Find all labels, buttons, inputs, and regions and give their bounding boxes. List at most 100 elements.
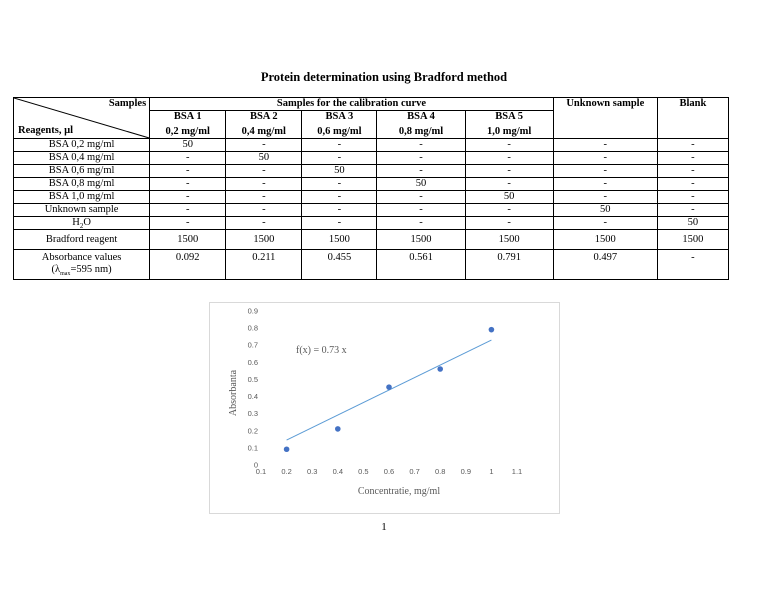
table-cell: - (301, 216, 378, 230)
table-cell: - (376, 151, 466, 165)
y-tick-label: 0.1 (248, 443, 258, 452)
x-tick-label: 0.4 (333, 467, 343, 476)
table-cell: - (464, 177, 554, 191)
data-point (386, 384, 392, 390)
table-cell: - (149, 216, 227, 230)
absorbance-value: 0.561 (376, 249, 466, 280)
x-tick-label: 1 (489, 467, 493, 476)
chart-canvas: 00.10.20.30.40.50.60.70.80.90.1 0.2 0.3 0.4… (228, 307, 522, 498)
absorbance-value: 0.455 (301, 249, 378, 280)
table-cell: - (552, 177, 658, 191)
data-point (335, 426, 341, 432)
table-cell: - (552, 138, 658, 152)
table-cell: 50 (149, 138, 227, 152)
data-point (488, 326, 495, 333)
x-tick-label: 1.1 (512, 467, 522, 476)
y-tick-label: 0.5 (248, 375, 258, 384)
table-row: H2O - - - - - - 50 (12, 216, 730, 230)
table-cell: - (376, 138, 466, 152)
table-cell: - (225, 203, 303, 217)
table-cell: - (149, 164, 227, 178)
diagonal-divider (14, 98, 149, 138)
table-cell: - (552, 164, 658, 178)
row-label: Bradford reagent (12, 229, 151, 250)
table-cell: - (225, 177, 303, 191)
table-cell: - (464, 216, 554, 230)
table-cell: - (301, 203, 378, 217)
y-tick-label: 0.4 (248, 392, 258, 401)
absorbance-value: 0.211 (225, 249, 303, 280)
table-cell: 1500 (301, 229, 378, 250)
table-cell: - (464, 164, 554, 178)
column-concentration: 0,8 mg/ml (376, 126, 466, 139)
table-cell: - (464, 138, 554, 152)
y-tick-label: 0.6 (248, 358, 258, 367)
table-row: Bradford reagent 1500 1500 1500 1500 150… (12, 229, 730, 250)
table-cell: - (301, 190, 378, 204)
row-label: BSA 0,6 mg/ml (12, 164, 151, 178)
blank-header-spacer (656, 110, 730, 139)
absorbance-value: 0.497 (552, 249, 658, 280)
y-tick-label: 0.7 (248, 341, 258, 350)
table-cell: - (552, 216, 658, 230)
x-tick-label: 0.5 (358, 467, 368, 476)
x-tick-label: 0.1 (256, 467, 266, 476)
table-cell: - (552, 190, 658, 204)
table-cell: - (656, 164, 730, 178)
table-cell: 1500 (225, 229, 303, 250)
table-cell: 50 (301, 164, 378, 178)
table-cell: 50 (656, 216, 730, 230)
table-cell: - (225, 190, 303, 204)
column-name: BSA 1 (149, 110, 227, 126)
calibration-group-header: Samples for the calibration curve (149, 97, 554, 111)
row-label-water: H2O (12, 216, 151, 230)
row-label: Unknown sample (12, 203, 151, 217)
corner-header-cell: Samples Reagents, µl (12, 97, 151, 139)
table-cell: - (301, 138, 378, 152)
table-cell: - (464, 203, 554, 217)
calibration-chart: 0 0.1 0.2 0.3 0.4 0.5 0.6 0.7 0.8 0.9 0.1 0.2 0.3 0.4… (209, 302, 560, 514)
bradford-table: Samples Reagents, µl Samples for the cal… (12, 97, 730, 280)
table-cell: - (376, 190, 466, 204)
column-name: BSA 2 (225, 110, 303, 126)
table-cell: 1500 (376, 229, 466, 250)
table-cell: - (464, 151, 554, 165)
absorbance-value: 0.791 (464, 249, 554, 280)
column-name: BSA 5 (464, 110, 554, 126)
table-cell: - (656, 151, 730, 165)
x-tick-label: 0.6 (384, 467, 394, 476)
table-cell: - (552, 151, 658, 165)
column-concentration: 0,4 mg/ml (225, 126, 303, 139)
column-concentration: 0,6 mg/ml (301, 126, 378, 139)
table-cell: - (225, 138, 303, 152)
absorbance-row: Absorbance values (λmax=595 nm) 0.092 0.… (12, 249, 730, 280)
y-tick-label: 0 (254, 461, 258, 470)
table-cell: - (225, 164, 303, 178)
table-cell: 1500 (656, 229, 730, 250)
row-label: BSA 0,8 mg/ml (12, 177, 151, 191)
corner-reagents-label: Reagents, µl (18, 125, 74, 136)
row-label: BSA 0,4 mg/ml (12, 151, 151, 165)
y-axis-label: Absorbanta (228, 369, 239, 416)
table-row: Unknown sample - - - - - 50 - (12, 203, 730, 217)
row-label: BSA 0,2 mg/ml (12, 138, 151, 152)
table-cell: - (656, 190, 730, 204)
table-cell: 50 (225, 151, 303, 165)
trendline-equation: f(x) = 0.73 x (296, 345, 347, 356)
table-cell: 50 (552, 203, 658, 217)
absorbance-value: - (656, 249, 730, 280)
table-cell: - (376, 216, 466, 230)
table-cell: 1500 (464, 229, 554, 250)
table-cell: 50 (376, 177, 466, 191)
table-row: BSA 1,0 mg/ml - - - - 50 - - (12, 190, 730, 204)
row-label: BSA 1,0 mg/ml (12, 190, 151, 204)
column-concentration: 0,2 mg/ml (149, 126, 227, 139)
y-tick-label: 0.3 (248, 409, 258, 418)
table-cell: - (656, 138, 730, 152)
absorbance-label: Absorbance values (λmax=595 nm) (12, 249, 151, 280)
table-cell: 50 (464, 190, 554, 204)
y-tick-label: 0.9 (248, 307, 258, 316)
unknown-sample-header: Unknown sample (552, 97, 658, 111)
absorbance-value: 0.092 (149, 249, 227, 280)
column-name: BSA 3 (301, 110, 378, 126)
